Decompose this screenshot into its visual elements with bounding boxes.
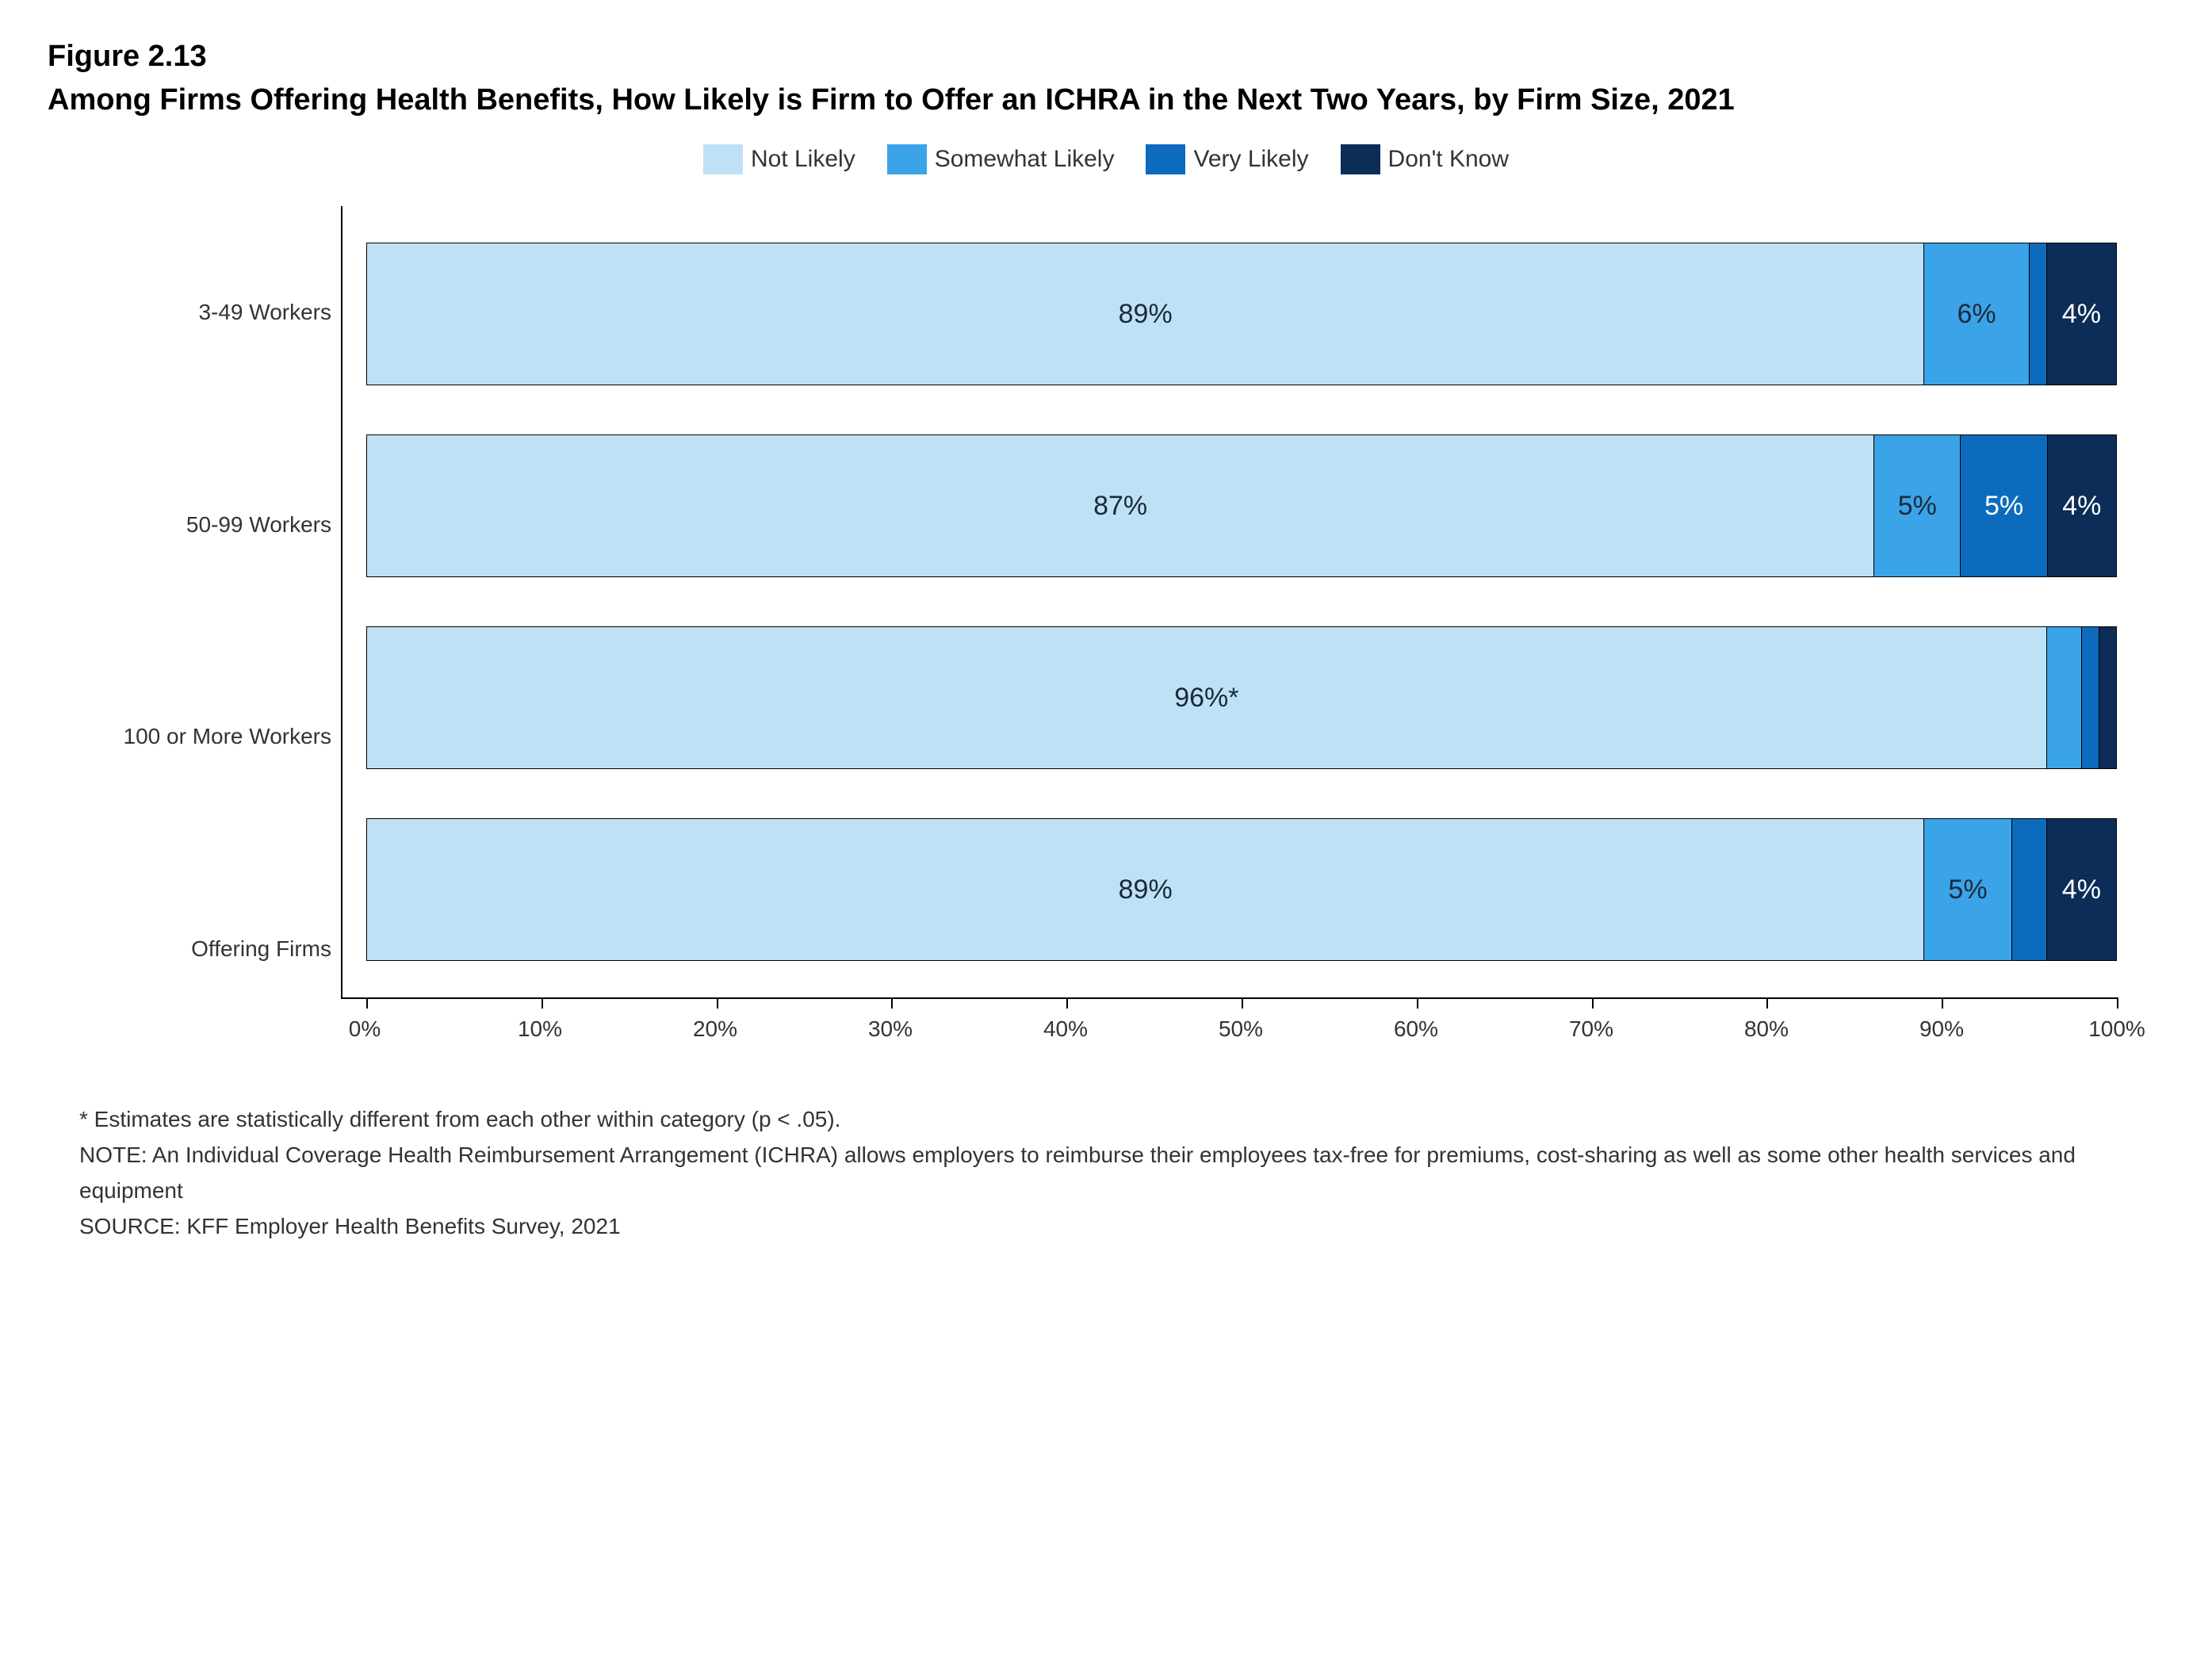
legend-item: Very Likely — [1146, 144, 1308, 174]
legend-label: Somewhat Likely — [935, 146, 1115, 173]
bar-segment-label: 96%* — [1174, 683, 1238, 714]
x-axis: 0%10%20%30%40%50%60%70%80%90%100% — [341, 1007, 2117, 1054]
legend-swatch — [703, 144, 743, 174]
bar-segment-label: 4% — [2062, 491, 2101, 522]
bar-segment: 89% — [367, 819, 1923, 960]
bar-segment: 5% — [1873, 435, 1960, 576]
bar-segment-label: 4% — [2062, 299, 2101, 330]
legend-label: Don't Know — [1388, 146, 1509, 173]
bar-segment-label: 5% — [1898, 491, 1937, 522]
x-tick-label: 100% — [2088, 1016, 2145, 1042]
bar-segment-label: 5% — [1984, 491, 2023, 522]
bar-row: 96%* — [366, 626, 2117, 769]
bar-segment — [2099, 627, 2116, 768]
x-tick-label: 40% — [1043, 1016, 1088, 1042]
x-tick-label: 70% — [1569, 1016, 1613, 1042]
bar-segment: 5% — [1960, 435, 2046, 576]
legend-item: Somewhat Likely — [887, 144, 1115, 174]
bar-segment: 87% — [367, 435, 1873, 576]
bar-segment — [2029, 243, 2046, 385]
footnotes: * Estimates are statistically different … — [79, 1102, 2141, 1244]
figure-number: Figure 2.13 — [48, 40, 2164, 74]
legend-item: Not Likely — [703, 144, 855, 174]
figure-title: Among Firms Offering Health Benefits, Ho… — [48, 80, 2030, 121]
bar-segment: 4% — [2046, 819, 2116, 960]
y-axis-labels: 3-49 Workers 50-99 Workers 100 or More Wor… — [79, 206, 341, 1054]
legend-item: Don't Know — [1341, 144, 1509, 174]
bar-segment: 4% — [2046, 243, 2116, 385]
bar-segment — [2046, 627, 2081, 768]
bar-segment-label: 89% — [1119, 875, 1173, 905]
bar-row: 87% 5% 5% 4% — [366, 434, 2117, 577]
x-tick-label: 10% — [518, 1016, 562, 1042]
legend-swatch — [1341, 144, 1380, 174]
bar-segment-label: 89% — [1119, 299, 1173, 330]
bar-segment: 6% — [1923, 243, 2028, 385]
bar-segment: 96%* — [367, 627, 2046, 768]
x-tick-label: 80% — [1744, 1016, 1789, 1042]
chart-legend: Not Likely Somewhat Likely Very Likely Don'… — [48, 144, 2164, 174]
bar-row: 89% 5% 4% — [366, 818, 2117, 961]
x-tick-label: 0% — [349, 1016, 381, 1042]
x-tick-label: 90% — [1919, 1016, 1964, 1042]
legend-swatch — [1146, 144, 1185, 174]
bar-segment: 4% — [2047, 435, 2116, 576]
category-label: 50-99 Workers — [186, 438, 331, 612]
bar-segment — [2011, 819, 2046, 960]
bar-segment-label: 87% — [1093, 491, 1147, 522]
legend-label: Very Likely — [1193, 146, 1308, 173]
legend-label: Not Likely — [751, 146, 855, 173]
bar-segment-label: 6% — [1957, 299, 1996, 330]
bar-segment-label: 5% — [1948, 875, 1987, 905]
bar-segment — [2081, 627, 2099, 768]
footnote-asterisk: * Estimates are statistically different … — [79, 1102, 2141, 1138]
plot-area: 89% 6% 4% 87% 5% 5% 4% 96%* 89% 5% 4% — [341, 206, 2117, 999]
x-tick-mark — [2117, 997, 2118, 1009]
bar-segment: 89% — [367, 243, 1923, 385]
x-tick-label: 20% — [693, 1016, 737, 1042]
footnote-note: NOTE: An Individual Coverage Health Reim… — [79, 1138, 2141, 1209]
x-tick-label: 30% — [868, 1016, 913, 1042]
legend-swatch — [887, 144, 927, 174]
bar-segment-label: 4% — [2062, 875, 2101, 905]
bar-segment: 5% — [1923, 819, 2011, 960]
category-label: 100 or More Workers — [124, 649, 331, 824]
category-label: Offering Firms — [191, 862, 331, 1036]
category-label: 3-49 Workers — [198, 225, 331, 400]
x-tick-label: 50% — [1219, 1016, 1263, 1042]
x-tick-label: 60% — [1394, 1016, 1438, 1042]
footnote-source: SOURCE: KFF Employer Health Benefits Sur… — [79, 1209, 2141, 1245]
bar-row: 89% 6% 4% — [366, 243, 2117, 385]
chart-area: 3-49 Workers 50-99 Workers 100 or More Wor… — [79, 206, 2164, 1054]
